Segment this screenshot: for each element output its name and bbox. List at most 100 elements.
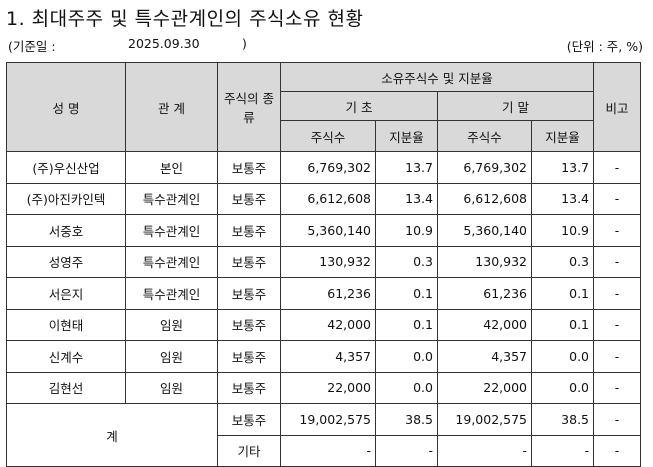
header-relation: 관 계 [125, 62, 218, 152]
header-begin-shares: 주식수 [280, 120, 376, 152]
cell-type: 보통주 [217, 403, 281, 436]
table-row: (주)우신산업 본인 보통주 6,769,302 13.7 6,769,302 … [6, 151, 642, 184]
cell-remark: - [593, 434, 642, 467]
cell-end-ratio: - [530, 434, 595, 467]
cell-begin-ratio: 0.0 [375, 340, 438, 373]
cell-end-shares: 5,360,140 [437, 214, 532, 247]
cell-end-ratio: 13.7 [530, 151, 595, 184]
cell-relation: 임원 [125, 308, 218, 341]
cell-name: 이현태 [6, 308, 126, 341]
cell-type: 기타 [217, 434, 281, 467]
cell-begin-shares: 4,357 [280, 340, 376, 373]
cell-end-ratio: 0.1 [530, 277, 595, 310]
table-row: 성영주 특수관계인 보통주 130,932 0.3 130,932 0.3 - [6, 245, 642, 278]
cell-remark: - [593, 308, 642, 341]
cell-name: 신계수 [6, 340, 126, 373]
cell-end-shares: - [437, 434, 532, 467]
cell-type: 보통주 [217, 245, 281, 278]
cell-type: 보통주 [217, 340, 281, 373]
cell-begin-shares: 61,236 [280, 277, 376, 310]
cell-end-ratio: 0.1 [530, 308, 595, 341]
table-row: 김현선 임원 보통주 22,000 0.0 22,000 0.0 - [6, 371, 642, 404]
cell-end-shares: 61,236 [437, 277, 532, 310]
cell-end-shares: 6,769,302 [437, 151, 532, 184]
cell-end-shares: 6,612,608 [437, 182, 532, 215]
base-date: 2025.09.30 [128, 36, 200, 51]
cell-relation: 특수관계인 [125, 182, 218, 215]
cell-name: 서중호 [6, 214, 126, 247]
cell-end-ratio: 10.9 [530, 214, 595, 247]
header-begin-ratio: 지분율 [375, 120, 438, 152]
cell-remark: - [593, 245, 642, 278]
cell-begin-shares: 19,002,575 [280, 403, 376, 436]
cell-type: 보통주 [217, 308, 281, 341]
cell-end-shares: 130,932 [437, 245, 532, 278]
cell-end-shares: 19,002,575 [437, 403, 532, 436]
cell-name: (주)우신산업 [6, 151, 126, 184]
cell-remark: - [593, 151, 642, 184]
cell-begin-ratio: 0.3 [375, 245, 438, 278]
cell-end-ratio: 0.3 [530, 245, 595, 278]
cell-name: 성영주 [6, 245, 126, 278]
cell-end-shares: 42,000 [437, 308, 532, 341]
header-end-shares: 주식수 [437, 120, 532, 152]
header-remark: 비고 [593, 62, 642, 152]
cell-remark: - [593, 277, 642, 310]
header-name: 성 명 [6, 62, 126, 152]
cell-begin-ratio: 38.5 [375, 403, 438, 436]
cell-begin-shares: 22,000 [280, 371, 376, 404]
cell-begin-shares: 5,360,140 [280, 214, 376, 247]
cell-remark: - [593, 371, 642, 404]
cell-name: 서은지 [6, 277, 126, 310]
cell-remark: - [593, 182, 642, 215]
cell-end-ratio: 38.5 [530, 403, 595, 436]
cell-begin-shares: 6,769,302 [280, 151, 376, 184]
cell-begin-ratio: 0.1 [375, 308, 438, 341]
header-end-ratio: 지분율 [530, 120, 595, 152]
table-row: 서중호 특수관계인 보통주 5,360,140 10.9 5,360,140 1… [6, 214, 642, 247]
cell-begin-shares: - [280, 434, 376, 467]
cell-remark: - [593, 214, 642, 247]
table-row: (주)아진카인텍 특수관계인 보통주 6,612,608 13.4 6,612,… [6, 182, 642, 215]
table-row: 신계수 임원 보통주 4,357 0.0 4,357 0.0 - [6, 340, 642, 373]
cell-type: 보통주 [217, 151, 281, 184]
cell-type: 보통주 [217, 214, 281, 247]
cell-relation: 임원 [125, 340, 218, 373]
cell-begin-shares: 130,932 [280, 245, 376, 278]
cell-relation: 임원 [125, 371, 218, 404]
cell-remark: - [593, 340, 642, 373]
cell-end-ratio: 13.4 [530, 182, 595, 215]
table-row: 서은지 특수관계인 보통주 61,236 0.1 61,236 0.1 - [6, 277, 642, 310]
page-title: 1. 최대주주 및 특수관계인의 주식소유 현황 [6, 8, 364, 30]
table-row: 이현태 임원 보통주 42,000 0.1 42,000 0.1 - [6, 308, 642, 341]
base-date-label: (기준일 : [8, 39, 56, 54]
header-stock-type: 주식의 종류 [217, 62, 281, 152]
header-holdings: 소유주식수 및 지분율 [279, 62, 595, 92]
header-begin: 기 초 [280, 91, 438, 121]
cell-begin-ratio: 13.7 [375, 151, 438, 184]
cell-begin-shares: 6,612,608 [280, 182, 376, 215]
cell-relation: 본인 [125, 151, 218, 184]
cell-end-shares: 4,357 [437, 340, 532, 373]
cell-remark: - [593, 403, 642, 436]
unit-label: (단위 : 주, %) [566, 39, 643, 54]
cell-begin-ratio: - [375, 434, 438, 467]
cell-relation: 특수관계인 [125, 245, 218, 278]
header-end: 기 말 [436, 91, 595, 121]
cell-type: 보통주 [217, 371, 281, 404]
cell-name: 김현선 [6, 371, 126, 404]
cell-begin-shares: 42,000 [280, 308, 376, 341]
cell-type: 보통주 [217, 182, 281, 215]
cell-begin-ratio: 10.9 [375, 214, 438, 247]
total-label: 계 [6, 403, 218, 467]
base-date-close: ) [242, 36, 247, 51]
shareholding-table: 성 명 관 계 주식의 종류 소유주식수 및 지분율 비고 기 초 기 말 주식… [6, 62, 642, 467]
total-row-other: 기타 - - - - - [7, 434, 642, 467]
cell-begin-ratio: 13.4 [375, 182, 438, 215]
cell-begin-ratio: 0.1 [375, 277, 438, 310]
cell-relation: 특수관계인 [125, 214, 218, 247]
cell-end-shares: 22,000 [437, 371, 532, 404]
total-row-common: 계 보통주 19,002,575 38.5 19,002,575 38.5 - [6, 403, 642, 467]
cell-type: 보통주 [217, 277, 281, 310]
cell-relation: 특수관계인 [125, 277, 218, 310]
